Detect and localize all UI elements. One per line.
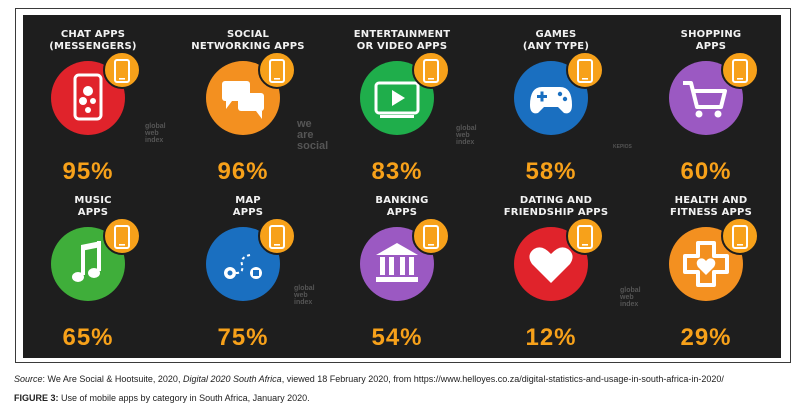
percentage-value: 65% xyxy=(62,324,114,351)
percentage-value: 29% xyxy=(680,324,732,351)
percentage-value: 95% xyxy=(62,158,114,185)
infographic-panel: CHAT APPS (MESSENGERS) 95% SOCIAL NETWORKING… xyxy=(23,15,781,358)
global-web-index-watermark: global web index xyxy=(620,287,641,308)
smartphone-icon xyxy=(721,51,759,89)
percentage-value: 60% xyxy=(680,158,732,185)
category-circle xyxy=(360,227,434,301)
category-label: GAMES (ANY TYPE) xyxy=(496,29,616,53)
smartphone-icon xyxy=(412,217,450,255)
category-label-line: (ANY TYPE) xyxy=(522,41,590,52)
category-label-line: HEALTH AND xyxy=(674,195,748,206)
category-label-line: CHAT APPS xyxy=(60,29,126,40)
category-label-line: SOCIAL xyxy=(226,29,270,40)
category-tile: SHOPPING APPS 60% xyxy=(651,23,771,188)
category-label: MAP APPS xyxy=(188,195,308,219)
category-tile: MAP APPS 75% xyxy=(188,189,308,354)
category-label-line: MAP xyxy=(235,195,261,206)
category-tile: DATING AND FRIENDSHIP APPS 12% xyxy=(496,189,616,354)
source-caption: Source: We Are Social & Hootsuite, 2020,… xyxy=(14,374,724,384)
category-label: CHAT APPS (MESSENGERS) xyxy=(33,29,153,53)
category-label: ENTERTAINMENT OR VIDEO APPS xyxy=(342,29,462,53)
we-are-social-watermark: we are social xyxy=(297,118,329,152)
category-label: BANKING APPS xyxy=(342,195,462,219)
source-prefix: : We Are Social & Hootsuite, 2020, xyxy=(42,374,183,384)
category-label-line: APPS xyxy=(232,207,264,218)
category-label-line: OR VIDEO APPS xyxy=(356,41,448,52)
figure-caption: FIGURE 3: Use of mobile apps by category… xyxy=(14,393,310,403)
kepios-watermark: KEPIOS xyxy=(613,144,632,150)
category-label-line: (MESSENGERS) xyxy=(49,41,137,52)
figure-label: FIGURE 3: xyxy=(14,393,59,403)
heart-icon xyxy=(529,247,573,283)
category-label: MUSIC APPS xyxy=(33,195,153,219)
category-tile: BANKING APPS 54% xyxy=(342,189,462,354)
global-web-index-watermark: global web index xyxy=(294,285,315,306)
source-title: Digital 2020 South Africa xyxy=(182,374,282,384)
category-tile: ENTERTAINMENT OR VIDEO APPS 83% xyxy=(342,23,462,188)
smartphone-icon xyxy=(566,217,604,255)
health-cross-heart-icon xyxy=(683,241,729,287)
category-label: HEALTH AND FITNESS APPS xyxy=(651,195,771,219)
category-label: SHOPPING APPS xyxy=(651,29,771,53)
percentage-value: 12% xyxy=(525,324,577,351)
percentage-value: 83% xyxy=(371,158,423,185)
category-tile: GAMES (ANY TYPE) 58% xyxy=(496,23,616,188)
category-label: SOCIAL NETWORKING APPS xyxy=(188,29,308,53)
global-web-index-watermark: global web index xyxy=(145,123,166,144)
category-label-line: FITNESS APPS xyxy=(669,207,752,218)
figure-text: Use of mobile apps by category in South … xyxy=(58,393,310,403)
category-label-line: GAMES xyxy=(535,29,577,40)
percentage-value: 58% xyxy=(525,158,577,185)
category-tile: CHAT APPS (MESSENGERS) 95% xyxy=(33,23,153,188)
category-tile: MUSIC APPS 65% xyxy=(33,189,153,354)
smartphone-icon xyxy=(103,51,141,89)
category-label-line: FRIENDSHIP APPS xyxy=(503,207,609,218)
gamepad-icon xyxy=(530,87,572,114)
speech-bubbles-icon xyxy=(222,81,264,119)
category-label-line: MUSIC xyxy=(74,195,112,206)
percentage-value: 75% xyxy=(217,324,269,351)
smartphone-icon xyxy=(412,51,450,89)
global-web-index-watermark: global web index xyxy=(456,125,477,146)
category-label: DATING AND FRIENDSHIP APPS xyxy=(496,195,616,219)
map-route-icon xyxy=(224,254,262,279)
category-label-line: DATING AND xyxy=(519,195,593,206)
category-label-line: APPS xyxy=(386,207,418,218)
percentage-value: 96% xyxy=(217,158,269,185)
source-label: Source xyxy=(14,374,43,384)
smartphone-icon xyxy=(258,217,296,255)
source-suffix: , viewed 18 February 2020, from https://… xyxy=(281,374,724,384)
category-tile: SOCIAL NETWORKING APPS 96% xyxy=(188,23,308,188)
category-label-line: BANKING xyxy=(375,195,429,206)
smartphone-icon xyxy=(103,217,141,255)
bank-icon xyxy=(376,243,418,282)
category-label-line: ENTERTAINMENT xyxy=(353,29,451,40)
smartphone-icon xyxy=(721,217,759,255)
category-label-line: APPS xyxy=(77,207,109,218)
video-player-icon xyxy=(374,81,420,118)
music-note-icon xyxy=(72,241,101,282)
percentage-value: 54% xyxy=(371,324,423,351)
smartphone-icon xyxy=(566,51,604,89)
smartphone-icon xyxy=(258,51,296,89)
category-label-line: SHOPPING xyxy=(680,29,742,40)
category-tile: HEALTH AND FITNESS APPS 29% xyxy=(651,189,771,354)
category-label-line: NETWORKING APPS xyxy=(191,41,305,52)
chat-bubbles-phone-icon xyxy=(73,73,103,121)
category-label-line: APPS xyxy=(695,41,727,52)
shopping-cart-icon xyxy=(683,81,727,118)
